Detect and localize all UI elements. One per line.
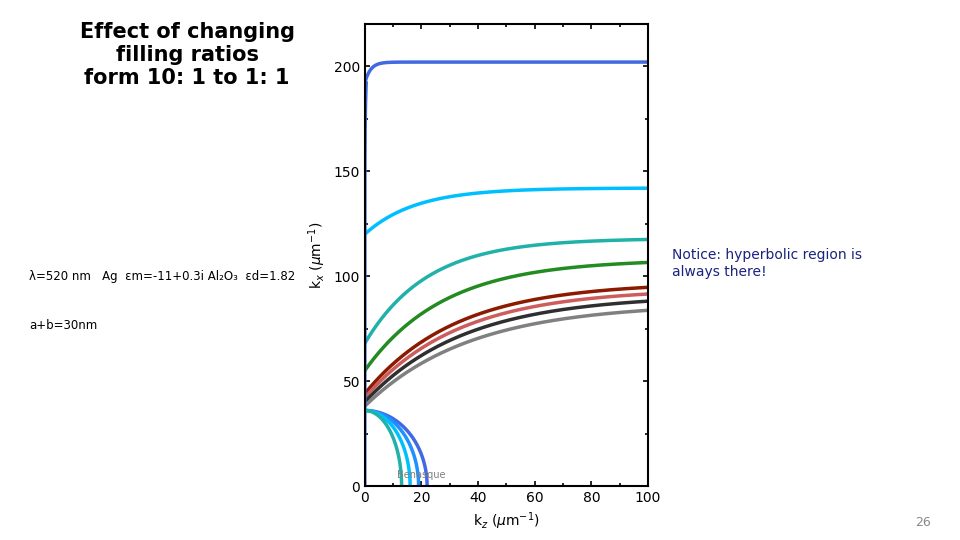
Text: 26: 26 bbox=[916, 516, 931, 529]
Y-axis label: k$_x$ ($\mu$m$^{-1}$): k$_x$ ($\mu$m$^{-1}$) bbox=[306, 221, 328, 289]
Text: λ=520 nm   Ag  εm=-11+0.3i Al₂O₃  εd=1.82: λ=520 nm Ag εm=-11+0.3i Al₂O₃ εd=1.82 bbox=[29, 270, 295, 283]
Text: Benasque: Benasque bbox=[397, 470, 445, 480]
Text: Notice: hyperbolic region is
always there!: Notice: hyperbolic region is always ther… bbox=[672, 248, 862, 279]
X-axis label: k$_z$ ($\mu$m$^{-1}$): k$_z$ ($\mu$m$^{-1}$) bbox=[473, 510, 540, 532]
Text: Effect of changing
filling ratios
form 10: 1 to 1: 1: Effect of changing filling ratios form 1… bbox=[80, 22, 295, 88]
Text: a+b=30nm: a+b=30nm bbox=[29, 319, 97, 332]
